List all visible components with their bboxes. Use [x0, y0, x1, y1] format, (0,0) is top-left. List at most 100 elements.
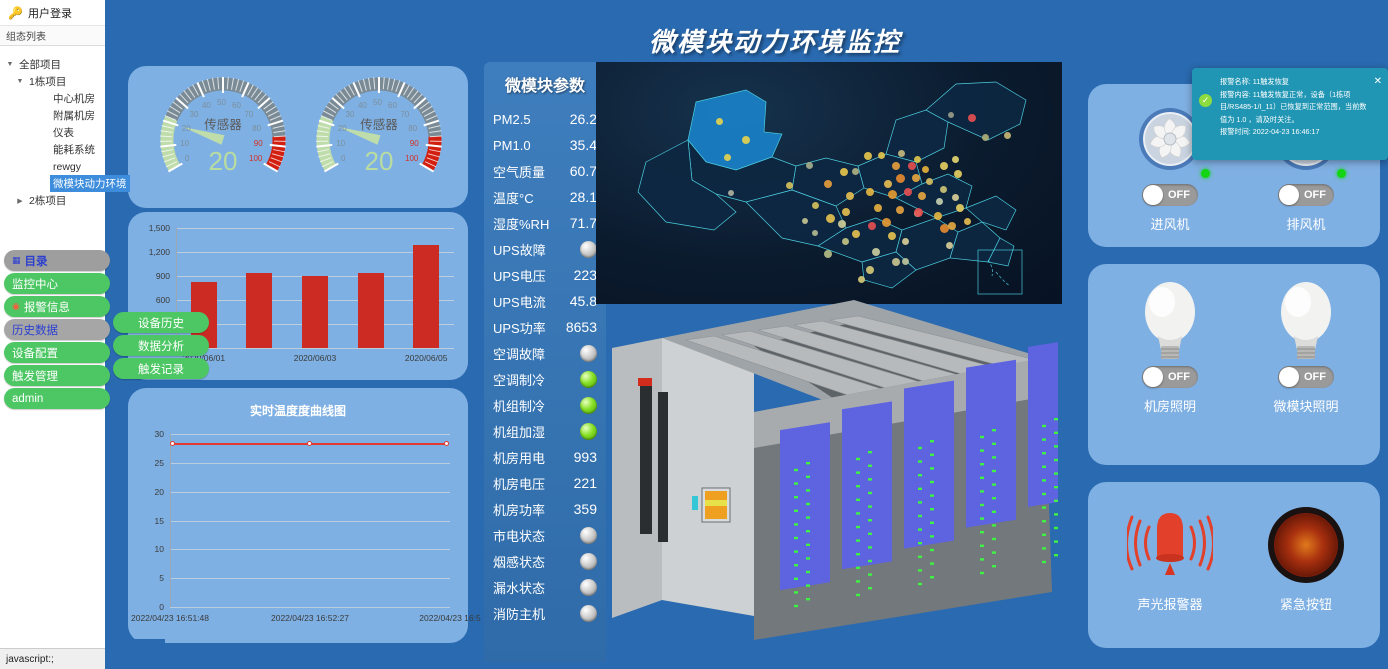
gauge-needle	[339, 127, 381, 145]
param-value: 26.2	[569, 111, 597, 127]
x-tick-label: 2020/06/03	[293, 353, 337, 363]
menu-item-3[interactable]: 设备配置	[4, 342, 110, 363]
device-fan-icon[interactable]: OFF 进风机	[1110, 94, 1230, 233]
gauge-value: 20	[208, 146, 238, 176]
tree-item-4[interactable]: 仪表	[0, 124, 105, 141]
page-title: 微模块动力环境监控	[648, 26, 901, 57]
device-bulb-icon[interactable]: OFF 微模块照明	[1246, 276, 1366, 415]
toggle-switch[interactable]: OFF	[1278, 366, 1334, 388]
param-label: 温度°C	[493, 190, 534, 206]
device-name: 紧急按钮	[1279, 597, 1332, 612]
toggle-switch[interactable]: OFF	[1142, 366, 1198, 388]
chevron-icon[interactable]: ▼	[16, 78, 24, 85]
param-row-11: 机组制冷	[484, 392, 606, 418]
param-label: UPS电压	[493, 268, 546, 284]
menu-item-1[interactable]: ◉ 报警信息	[4, 296, 110, 317]
map-data-point	[948, 112, 954, 118]
gauge-tick-label: 10	[180, 138, 190, 148]
success-check-icon: ✓	[1199, 94, 1212, 107]
device-emergency-button-icon[interactable]: 紧急按钮	[1246, 500, 1366, 613]
map-data-point	[940, 186, 947, 193]
close-icon[interactable]: ✕	[1373, 76, 1382, 87]
param-value: 359	[573, 501, 597, 517]
chevron-icon[interactable]: ▼	[6, 61, 14, 68]
param-row-0: PM2.5 26.2	[484, 106, 606, 132]
alarm-notification[interactable]: ✓ ✕ 报警名称: 11触发恢复 报警内容: 11触发恢复正常，设备（1栋项 目…	[1192, 68, 1388, 160]
submenu-item-label: 触发记录	[138, 363, 184, 376]
tree-item-label: 微模块动力环境	[50, 175, 130, 192]
device-icon-wrap	[1246, 500, 1366, 590]
toggle-switch[interactable]: OFF	[1142, 184, 1198, 206]
submenu-item-1[interactable]: 数据分析	[113, 335, 209, 356]
datacenter-3d-render	[604, 300, 1074, 660]
tree-item-1[interactable]: ▼ 1栋项目	[0, 73, 105, 90]
alert-icon: ◉	[12, 301, 20, 311]
gauge-tick-label: 20	[181, 123, 191, 133]
y-tick-label: 10	[154, 544, 164, 555]
submenu-item-0[interactable]: 设备历史	[113, 312, 209, 333]
status-led-on	[580, 396, 597, 414]
emergency-button-icon	[1268, 507, 1344, 583]
chevron-icon[interactable]: ▶	[17, 197, 23, 205]
menu-item-label: admin	[12, 392, 44, 405]
toggle-knob	[1279, 185, 1299, 205]
gauge-tick-label: 60	[232, 101, 241, 111]
toggle-knob	[1143, 367, 1163, 387]
map-data-point	[872, 248, 880, 256]
tree-item-6[interactable]: rewgy	[0, 158, 105, 175]
menu-item-5[interactable]: admin	[4, 388, 110, 409]
map-data-point	[956, 204, 964, 212]
device-name: 进风机	[1150, 217, 1190, 232]
map-data-point	[904, 188, 912, 196]
lights-panel: OFF 机房照明 OFF 微模块照明	[1088, 264, 1380, 465]
device-siren-icon[interactable]: 声光报警器	[1110, 500, 1230, 613]
device-bulb-icon[interactable]: OFF 机房照明	[1110, 276, 1230, 415]
tree-item-7[interactable]: 微模块动力环境	[0, 175, 130, 192]
tree-item-5[interactable]: 能耗系统	[0, 141, 105, 158]
map-data-point	[896, 174, 905, 183]
status-bar: javascript:;	[0, 648, 105, 669]
param-row-19: 消防主机	[484, 600, 606, 626]
map-data-point	[840, 168, 848, 176]
bar-2	[302, 275, 328, 348]
map-data-point	[892, 258, 900, 266]
line-point-1	[307, 441, 312, 447]
tree-item-3[interactable]: 附属机房	[0, 107, 105, 124]
map-data-point	[852, 230, 860, 238]
gauge-tick-label: 80	[408, 123, 418, 133]
tree-item-label: 中心机房	[53, 93, 95, 105]
gridline	[170, 607, 450, 608]
menu-item-label: 触发管理	[12, 370, 58, 383]
map-data-point	[884, 180, 892, 188]
tree-item-0[interactable]: ▼ 全部项目	[0, 56, 105, 73]
notification-line-2: 报警内容: 11触发恢复正常，设备（1栋项	[1220, 89, 1351, 99]
submenu-item-label: 数据分析	[138, 340, 184, 353]
gauge-label: 传感器	[204, 118, 242, 132]
tree-item-8[interactable]: ▶ 2栋项目	[0, 192, 105, 209]
gauges-panel: 0 10 20 30 40 50 60 70 80 90 100 传感器 20 0 10 20 30 40 50 60…	[128, 66, 468, 208]
map-data-point	[908, 162, 916, 170]
gridline	[170, 462, 450, 464]
map-data-point	[866, 188, 874, 196]
toggle-knob	[1143, 185, 1163, 205]
device-name: 微模块照明	[1273, 399, 1339, 414]
param-value: 45.8	[569, 293, 597, 309]
params-title: 微模块参数	[504, 78, 585, 95]
menu-item-2[interactable]: 历史数据	[4, 319, 110, 340]
toggle-switch[interactable]: OFF	[1278, 184, 1334, 206]
map-data-point	[898, 150, 905, 157]
submenu-item-2[interactable]: 触发记录	[113, 358, 209, 379]
menu-item-4[interactable]: 触发管理	[4, 365, 110, 386]
device-icon-wrap	[1246, 276, 1366, 366]
param-row-16: 市电状态	[484, 522, 606, 548]
map-data-point	[888, 190, 897, 199]
map-data-point	[946, 242, 953, 249]
background-curve	[105, 639, 165, 669]
x-tick-label: 2020/06/05	[404, 353, 448, 363]
status-led-off	[580, 578, 597, 596]
map-data-point	[926, 178, 933, 185]
menu-item-0[interactable]: 监控中心	[4, 273, 110, 294]
tree-item-2[interactable]: 中心机房	[0, 90, 105, 107]
menu-item-label: 报警信息	[23, 301, 70, 314]
device-icon-wrap	[1110, 94, 1230, 184]
